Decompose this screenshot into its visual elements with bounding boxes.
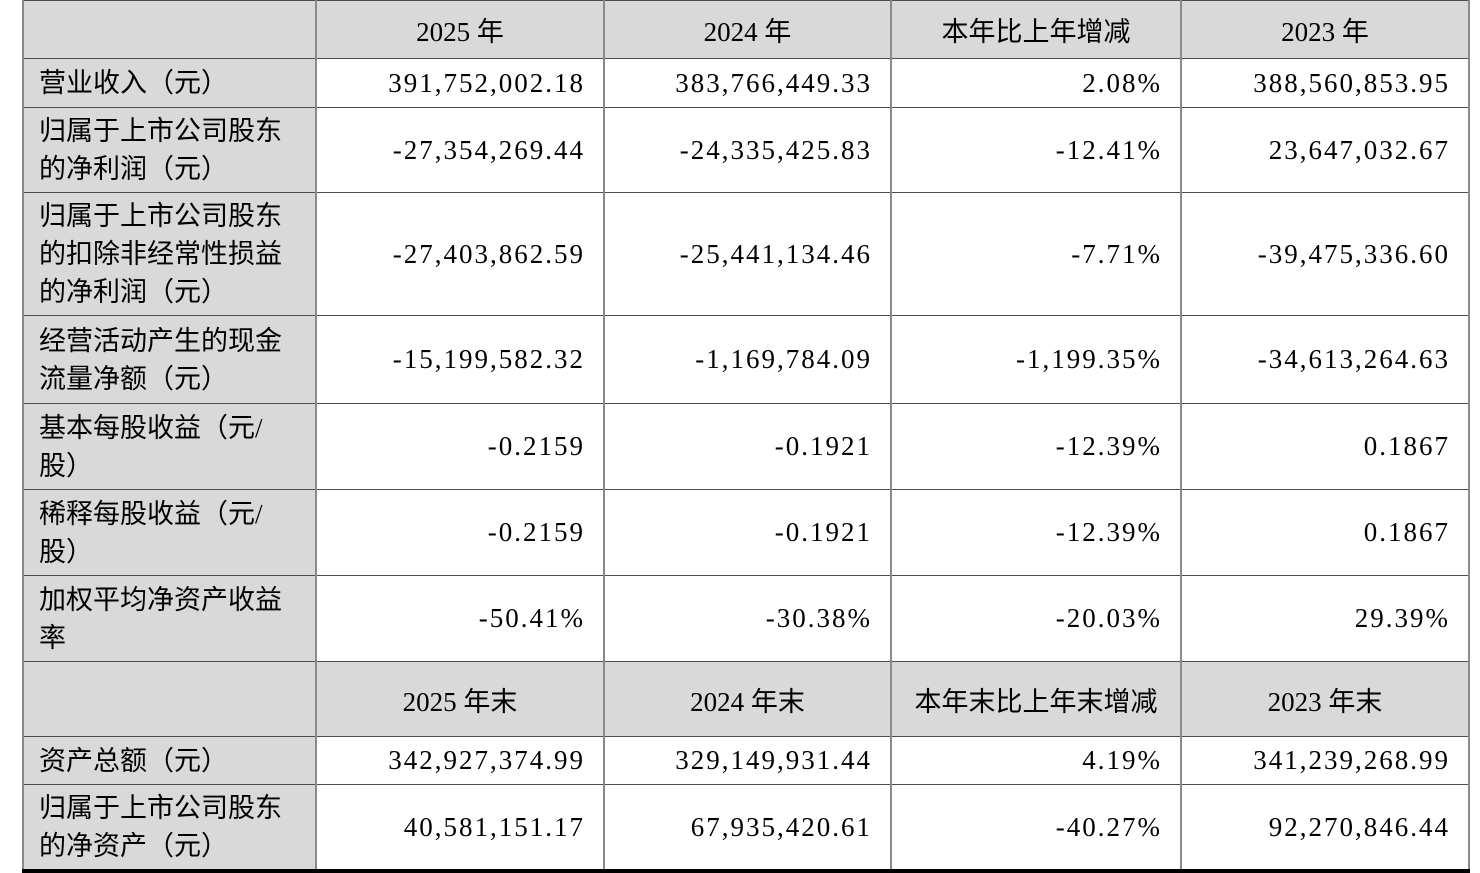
row-net-assets-attributable: 归属于上市公司股东的净资产（元） 40,581,151.17 67,935,42… — [22, 784, 1470, 872]
value-2023: 0.1867 — [1180, 403, 1470, 490]
value-2023: 23,647,032.67 — [1180, 107, 1470, 193]
value-2023: -39,475,336.60 — [1180, 192, 1470, 316]
row-label: 稀释每股收益（元/股） — [22, 489, 317, 576]
value-2024: -0.1921 — [603, 489, 892, 576]
row-label: 归属于上市公司股东的扣除非经常性损益的净利润（元） — [22, 192, 317, 316]
value-2025-end: 40,581,151.17 — [315, 784, 605, 872]
value-2025: -50.41% — [315, 575, 605, 662]
value-yoy-change: 2.08% — [890, 58, 1182, 108]
financial-summary-table: 2025 年 2024 年 本年比上年增减 2023 年 营业收入（元） 391… — [22, 0, 1470, 873]
row-label: 营业收入（元） — [22, 58, 317, 108]
value-yoy-end-change: 4.19% — [890, 736, 1182, 785]
row-operating-cash-flow: 经营活动产生的现金流量净额（元） -15,199,582.32 -1,169,7… — [22, 315, 1470, 404]
value-yoy-change: -12.39% — [890, 489, 1182, 576]
header-cell-2023-end: 2023 年末 — [1180, 661, 1470, 737]
value-2024-end: 67,935,420.61 — [603, 784, 892, 872]
value-yoy-change: -12.39% — [890, 403, 1182, 490]
period-end-header-row: 2025 年末 2024 年末 本年末比上年末增减 2023 年末 — [22, 661, 1470, 737]
value-2024: -0.1921 — [603, 403, 892, 490]
value-2025: -0.2159 — [315, 489, 605, 576]
value-2025-end: 342,927,374.99 — [315, 736, 605, 785]
value-2024: -1,169,784.09 — [603, 315, 892, 404]
row-diluted-eps: 稀释每股收益（元/股） -0.2159 -0.1921 -12.39% 0.18… — [22, 489, 1470, 576]
value-2025: -27,354,269.44 — [315, 107, 605, 193]
row-total-assets: 资产总额（元） 342,927,374.99 329,149,931.44 4.… — [22, 736, 1470, 785]
row-label: 归属于上市公司股东的净利润（元） — [22, 107, 317, 193]
value-yoy-change: -7.71% — [890, 192, 1182, 316]
value-2024: -24,335,425.83 — [603, 107, 892, 193]
value-2024-end: 329,149,931.44 — [603, 736, 892, 785]
header-cell-2024-end: 2024 年末 — [603, 661, 892, 737]
header-cell-yoy-end-change: 本年末比上年末增减 — [890, 661, 1182, 737]
value-yoy-end-change: -40.27% — [890, 784, 1182, 872]
row-operating-revenue: 营业收入（元） 391,752,002.18 383,766,449.33 2.… — [22, 58, 1470, 108]
value-2023-end: 92,270,846.44 — [1180, 784, 1470, 872]
value-2025: -0.2159 — [315, 403, 605, 490]
header-cell-2025-end: 2025 年末 — [315, 661, 605, 737]
value-2024: -25,441,134.46 — [603, 192, 892, 316]
value-2024: 383,766,449.33 — [603, 58, 892, 108]
value-2025: 391,752,002.18 — [315, 58, 605, 108]
header-cell-2024: 2024 年 — [603, 0, 892, 59]
row-label: 资产总额（元） — [22, 736, 317, 785]
header-cell-yoy-change: 本年比上年增减 — [890, 0, 1182, 59]
value-2023: -34,613,264.63 — [1180, 315, 1470, 404]
row-net-profit-excl-nonrecurring: 归属于上市公司股东的扣除非经常性损益的净利润（元） -27,403,862.59… — [22, 192, 1470, 316]
value-2023: 0.1867 — [1180, 489, 1470, 576]
value-2023: 388,560,853.95 — [1180, 58, 1470, 108]
value-2025: -15,199,582.32 — [315, 315, 605, 404]
value-2024: -30.38% — [603, 575, 892, 662]
value-yoy-change: -20.03% — [890, 575, 1182, 662]
row-weighted-avg-roe: 加权平均净资产收益率 -50.41% -30.38% -20.03% 29.39… — [22, 575, 1470, 662]
header-empty-cell — [22, 661, 317, 737]
value-yoy-change: -12.41% — [890, 107, 1182, 193]
period-header-row: 2025 年 2024 年 本年比上年增减 2023 年 — [22, 0, 1470, 59]
row-net-profit-attributable: 归属于上市公司股东的净利润（元） -27,354,269.44 -24,335,… — [22, 107, 1470, 193]
header-empty-cell — [22, 0, 317, 59]
row-label: 经营活动产生的现金流量净额（元） — [22, 315, 317, 404]
header-cell-2023: 2023 年 — [1180, 0, 1470, 59]
row-label: 归属于上市公司股东的净资产（元） — [22, 784, 317, 872]
header-cell-2025: 2025 年 — [315, 0, 605, 59]
value-2025: -27,403,862.59 — [315, 192, 605, 316]
value-2023-end: 341,239,268.99 — [1180, 736, 1470, 785]
row-basic-eps: 基本每股收益（元/股） -0.2159 -0.1921 -12.39% 0.18… — [22, 403, 1470, 490]
row-label: 基本每股收益（元/股） — [22, 403, 317, 490]
value-2023: 29.39% — [1180, 575, 1470, 662]
value-yoy-change: -1,199.35% — [890, 315, 1182, 404]
row-label: 加权平均净资产收益率 — [22, 575, 317, 662]
